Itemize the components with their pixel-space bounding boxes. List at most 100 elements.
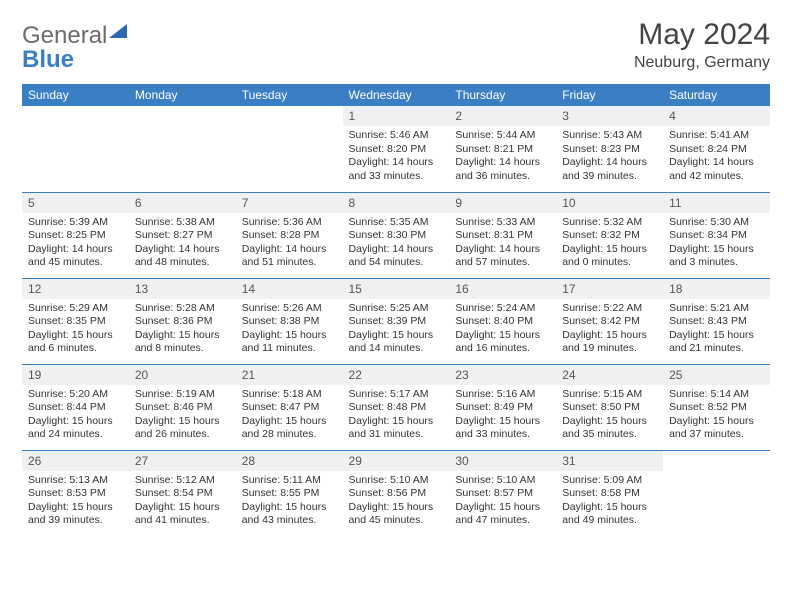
cell-body: Sunrise: 5:39 AMSunset: 8:25 PMDaylight:… xyxy=(22,213,129,276)
location: Neuburg, Germany xyxy=(634,54,770,72)
cell-body: Sunrise: 5:13 AMSunset: 8:53 PMDaylight:… xyxy=(22,471,129,534)
logo: General Blue xyxy=(22,18,127,72)
cell-body: Sunrise: 5:21 AMSunset: 8:43 PMDaylight:… xyxy=(663,299,770,362)
cell-body: Sunrise: 5:15 AMSunset: 8:50 PMDaylight:… xyxy=(556,385,663,448)
day-number: 7 xyxy=(236,193,343,213)
cell-body: Sunrise: 5:46 AMSunset: 8:20 PMDaylight:… xyxy=(343,126,450,189)
day-header: Friday xyxy=(556,84,663,106)
calendar-cell: 20Sunrise: 5:19 AMSunset: 8:46 PMDayligh… xyxy=(129,364,236,450)
calendar-cell: 10Sunrise: 5:32 AMSunset: 8:32 PMDayligh… xyxy=(556,192,663,278)
calendar-cell: 30Sunrise: 5:10 AMSunset: 8:57 PMDayligh… xyxy=(449,450,556,536)
day-number: 4 xyxy=(663,106,770,126)
calendar-cell: 8Sunrise: 5:35 AMSunset: 8:30 PMDaylight… xyxy=(343,192,450,278)
calendar-cell: 1Sunrise: 5:46 AMSunset: 8:20 PMDaylight… xyxy=(343,106,450,192)
calendar-cell: 5Sunrise: 5:39 AMSunset: 8:25 PMDaylight… xyxy=(22,192,129,278)
day-number: 31 xyxy=(556,451,663,471)
calendar-cell: 24Sunrise: 5:15 AMSunset: 8:50 PMDayligh… xyxy=(556,364,663,450)
cell-body: Sunrise: 5:38 AMSunset: 8:27 PMDaylight:… xyxy=(129,213,236,276)
cell-body: Sunrise: 5:20 AMSunset: 8:44 PMDaylight:… xyxy=(22,385,129,448)
day-number: 22 xyxy=(343,365,450,385)
calendar-cell: 3Sunrise: 5:43 AMSunset: 8:23 PMDaylight… xyxy=(556,106,663,192)
day-number: 2 xyxy=(449,106,556,126)
calendar-cell: 18Sunrise: 5:21 AMSunset: 8:43 PMDayligh… xyxy=(663,278,770,364)
calendar-cell: 21Sunrise: 5:18 AMSunset: 8:47 PMDayligh… xyxy=(236,364,343,450)
calendar-table: SundayMondayTuesdayWednesdayThursdayFrid… xyxy=(22,84,770,536)
cell-body: Sunrise: 5:10 AMSunset: 8:56 PMDaylight:… xyxy=(343,471,450,534)
day-number: 12 xyxy=(22,279,129,299)
cell-body: Sunrise: 5:19 AMSunset: 8:46 PMDaylight:… xyxy=(129,385,236,448)
calendar-cell: 17Sunrise: 5:22 AMSunset: 8:42 PMDayligh… xyxy=(556,278,663,364)
day-number: 14 xyxy=(236,279,343,299)
cell-body: Sunrise: 5:33 AMSunset: 8:31 PMDaylight:… xyxy=(449,213,556,276)
calendar-cell: 7Sunrise: 5:36 AMSunset: 8:28 PMDaylight… xyxy=(236,192,343,278)
calendar-week: 5Sunrise: 5:39 AMSunset: 8:25 PMDaylight… xyxy=(22,192,770,278)
cell-body: Sunrise: 5:22 AMSunset: 8:42 PMDaylight:… xyxy=(556,299,663,362)
day-number: 5 xyxy=(22,193,129,213)
cell-body: Sunrise: 5:14 AMSunset: 8:52 PMDaylight:… xyxy=(663,385,770,448)
cell-body: Sunrise: 5:09 AMSunset: 8:58 PMDaylight:… xyxy=(556,471,663,534)
day-number: 27 xyxy=(129,451,236,471)
calendar-cell: 31Sunrise: 5:09 AMSunset: 8:58 PMDayligh… xyxy=(556,450,663,536)
calendar-cell xyxy=(22,106,129,192)
day-header: Saturday xyxy=(663,84,770,106)
calendar-cell: 26Sunrise: 5:13 AMSunset: 8:53 PMDayligh… xyxy=(22,450,129,536)
cell-body: Sunrise: 5:32 AMSunset: 8:32 PMDaylight:… xyxy=(556,213,663,276)
calendar-cell: 6Sunrise: 5:38 AMSunset: 8:27 PMDaylight… xyxy=(129,192,236,278)
day-number: 10 xyxy=(556,193,663,213)
day-header: Tuesday xyxy=(236,84,343,106)
day-number: 29 xyxy=(343,451,450,471)
day-number: 17 xyxy=(556,279,663,299)
calendar-cell: 11Sunrise: 5:30 AMSunset: 8:34 PMDayligh… xyxy=(663,192,770,278)
cell-body: Sunrise: 5:36 AMSunset: 8:28 PMDaylight:… xyxy=(236,213,343,276)
cell-body: Sunrise: 5:29 AMSunset: 8:35 PMDaylight:… xyxy=(22,299,129,362)
day-number: 20 xyxy=(129,365,236,385)
day-number: 6 xyxy=(129,193,236,213)
calendar-cell: 2Sunrise: 5:44 AMSunset: 8:21 PMDaylight… xyxy=(449,106,556,192)
calendar-cell xyxy=(129,106,236,192)
calendar-cell: 29Sunrise: 5:10 AMSunset: 8:56 PMDayligh… xyxy=(343,450,450,536)
cell-body: Sunrise: 5:24 AMSunset: 8:40 PMDaylight:… xyxy=(449,299,556,362)
cell-body: Sunrise: 5:12 AMSunset: 8:54 PMDaylight:… xyxy=(129,471,236,534)
day-number: 21 xyxy=(236,365,343,385)
calendar-cell: 14Sunrise: 5:26 AMSunset: 8:38 PMDayligh… xyxy=(236,278,343,364)
day-number: 28 xyxy=(236,451,343,471)
calendar-cell: 23Sunrise: 5:16 AMSunset: 8:49 PMDayligh… xyxy=(449,364,556,450)
calendar-week: 26Sunrise: 5:13 AMSunset: 8:53 PMDayligh… xyxy=(22,450,770,536)
day-number: 30 xyxy=(449,451,556,471)
day-number: 26 xyxy=(22,451,129,471)
calendar-cell: 28Sunrise: 5:11 AMSunset: 8:55 PMDayligh… xyxy=(236,450,343,536)
logo-word1: General xyxy=(22,22,107,49)
cell-body: Sunrise: 5:43 AMSunset: 8:23 PMDaylight:… xyxy=(556,126,663,189)
cell-body: Sunrise: 5:41 AMSunset: 8:24 PMDaylight:… xyxy=(663,126,770,189)
calendar-cell: 19Sunrise: 5:20 AMSunset: 8:44 PMDayligh… xyxy=(22,364,129,450)
calendar-week: 12Sunrise: 5:29 AMSunset: 8:35 PMDayligh… xyxy=(22,278,770,364)
day-number: 9 xyxy=(449,193,556,213)
calendar-cell: 22Sunrise: 5:17 AMSunset: 8:48 PMDayligh… xyxy=(343,364,450,450)
day-number: 3 xyxy=(556,106,663,126)
day-number: 24 xyxy=(556,365,663,385)
calendar-week: 1Sunrise: 5:46 AMSunset: 8:20 PMDaylight… xyxy=(22,106,770,192)
day-header: Wednesday xyxy=(343,84,450,106)
day-number: 11 xyxy=(663,193,770,213)
cell-body: Sunrise: 5:17 AMSunset: 8:48 PMDaylight:… xyxy=(343,385,450,448)
calendar-cell: 25Sunrise: 5:14 AMSunset: 8:52 PMDayligh… xyxy=(663,364,770,450)
day-number: 25 xyxy=(663,365,770,385)
day-number: 1 xyxy=(343,106,450,126)
month-title: May 2024 xyxy=(634,18,770,52)
title-block: May 2024 Neuburg, Germany xyxy=(634,18,770,72)
header: General Blue May 2024 Neuburg, Germany xyxy=(22,18,770,72)
cell-body: Sunrise: 5:10 AMSunset: 8:57 PMDaylight:… xyxy=(449,471,556,534)
calendar-cell: 13Sunrise: 5:28 AMSunset: 8:36 PMDayligh… xyxy=(129,278,236,364)
cell-body: Sunrise: 5:26 AMSunset: 8:38 PMDaylight:… xyxy=(236,299,343,362)
day-number: 19 xyxy=(22,365,129,385)
day-header: Sunday xyxy=(22,84,129,106)
cell-body: Sunrise: 5:25 AMSunset: 8:39 PMDaylight:… xyxy=(343,299,450,362)
calendar-cell: 27Sunrise: 5:12 AMSunset: 8:54 PMDayligh… xyxy=(129,450,236,536)
calendar-cell: 12Sunrise: 5:29 AMSunset: 8:35 PMDayligh… xyxy=(22,278,129,364)
calendar-cell: 16Sunrise: 5:24 AMSunset: 8:40 PMDayligh… xyxy=(449,278,556,364)
calendar-cell: 4Sunrise: 5:41 AMSunset: 8:24 PMDaylight… xyxy=(663,106,770,192)
logo-word2: Blue xyxy=(22,46,74,73)
cell-body: Sunrise: 5:35 AMSunset: 8:30 PMDaylight:… xyxy=(343,213,450,276)
cell-body: Sunrise: 5:30 AMSunset: 8:34 PMDaylight:… xyxy=(663,213,770,276)
day-number: 15 xyxy=(343,279,450,299)
